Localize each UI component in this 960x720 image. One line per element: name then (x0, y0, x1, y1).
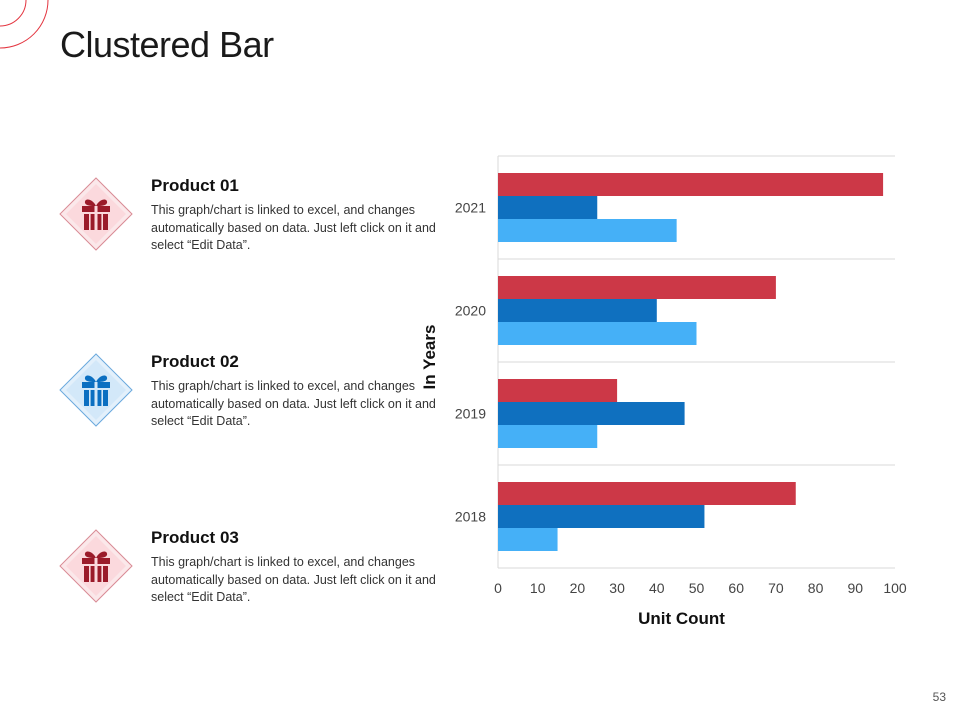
bar-2019-1 (498, 379, 618, 402)
product-01-title: Product 01 (151, 176, 239, 195)
bar-2018-3 (498, 528, 558, 551)
y-tick-label: 2019 (455, 406, 486, 422)
y-tick-label: 2020 (455, 303, 486, 319)
x-tick-label: 30 (609, 580, 625, 596)
product-03-title: Product 03 (151, 528, 239, 547)
product-03-description: This graph/chart is linked to excel, and… (151, 555, 436, 604)
x-tick-label: 0 (494, 580, 502, 596)
bar-2020-1 (498, 276, 776, 299)
gift-icon (59, 177, 133, 251)
bar-2019-2 (498, 402, 685, 425)
bar-2021-3 (498, 219, 677, 242)
bar-2019-3 (498, 425, 598, 448)
y-axis-title: In Years (420, 325, 439, 390)
bar-2020-3 (498, 322, 697, 345)
y-tick-label: 2018 (455, 509, 486, 525)
x-tick-label: 40 (649, 580, 665, 596)
product-01-description: This graph/chart is linked to excel, and… (151, 203, 436, 252)
x-tick-label: 80 (808, 580, 824, 596)
x-tick-label: 100 (883, 580, 907, 596)
slide-title: Clustered Bar (60, 24, 274, 65)
clustered-bar-chart: 2021 2020 2019 2018 0 10 20 30 40 50 60 70 80 90 100 Un… (420, 155, 907, 628)
corner-decoration (0, 0, 49, 49)
x-tick-label: 60 (728, 580, 744, 596)
gift-icon (59, 353, 133, 427)
product-02-item: Product 02 This graph/chart is linked to… (58, 352, 438, 432)
x-axis-title: Unit Count (638, 609, 725, 628)
bar-2021-1 (498, 173, 884, 196)
product-02-title: Product 02 (151, 352, 239, 371)
gift-icon (59, 529, 133, 603)
x-tick-label: 50 (689, 580, 705, 596)
bar-2018-1 (498, 482, 796, 505)
bar-2020-2 (498, 299, 657, 322)
x-tick-label: 90 (848, 580, 864, 596)
bar-2021-2 (498, 196, 598, 219)
page-number: 53 (932, 690, 946, 704)
y-tick-label: 2021 (455, 200, 486, 216)
product-03-item: Product 03 This graph/chart is linked to… (58, 528, 438, 608)
product-01-item: Product 01 This graph/chart is linked to… (58, 176, 438, 256)
x-tick-label: 70 (768, 580, 784, 596)
x-tick-label: 20 (570, 580, 586, 596)
product-02-description: This graph/chart is linked to excel, and… (151, 379, 436, 428)
bar-2018-2 (498, 505, 705, 528)
x-tick-label: 10 (530, 580, 546, 596)
